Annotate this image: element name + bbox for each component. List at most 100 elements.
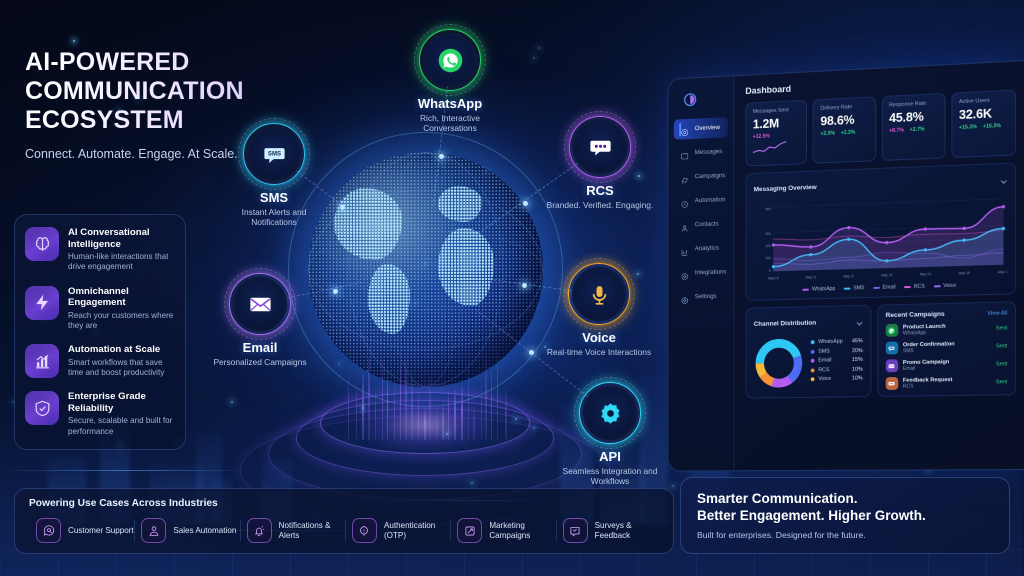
sidebar-item-integrations[interactable]: Integrations xyxy=(674,262,728,284)
campaign-row[interactable]: SMS Order Confirmation SMS Sent xyxy=(886,339,1008,354)
brain-icon xyxy=(25,227,59,261)
use-case-item[interactable]: Authentication (OTP) xyxy=(345,518,450,543)
kpi-value: 1.2M xyxy=(753,115,801,132)
sms-bubble-icon: SMS xyxy=(259,139,289,169)
distribution-color-dot xyxy=(811,350,815,354)
feature-item: Omnichannel Engagement Reach your custome… xyxy=(25,286,175,332)
distribution-color-dot xyxy=(811,359,815,363)
feature-title: AI Conversational Intelligence xyxy=(68,227,175,250)
svg-text:May 10: May 10 xyxy=(768,276,779,280)
channel-title: SMS xyxy=(218,190,330,205)
feature-item: Automation at Scale Smart workflows that … xyxy=(25,344,175,378)
app-logo-icon xyxy=(683,92,698,108)
use-case-row: Customer Support Sales Automation Notifica… xyxy=(29,518,661,543)
distribution-row: RCS 10% xyxy=(811,366,863,373)
feature-title: Automation at Scale xyxy=(68,344,175,356)
sidebar-item-overview[interactable]: Overview xyxy=(674,117,728,140)
messaging-overview-panel: Messaging Overview 0 100 200 300 500 May 10 Ma… xyxy=(745,162,1016,301)
sidebar-item-campaigns[interactable]: Campaigns xyxy=(674,165,728,187)
tagline-line-1: Smarter Communication. xyxy=(697,491,858,506)
view-all-link[interactable]: View All xyxy=(987,310,1007,316)
campaign-channel: WhatsApp xyxy=(903,328,991,336)
campaign-row[interactable]: Feedback Request RCS Sent xyxy=(886,375,1008,390)
svg-text:200: 200 xyxy=(765,244,770,248)
use-case-item[interactable]: Customer Support xyxy=(29,518,134,543)
whatsapp-icon xyxy=(886,324,898,337)
channel-node-voice[interactable]: Voice Real-time Voice Interactions xyxy=(543,267,655,357)
channel-node-rcs[interactable]: RCS Branded. Verified. Engaging. xyxy=(545,120,655,210)
poster-canvas: AI-POWERED COMMUNICATION ECOSYSTEM Conne… xyxy=(0,0,1024,576)
messages-icon xyxy=(680,148,689,158)
svg-text:0: 0 xyxy=(769,269,771,273)
legend-swatch xyxy=(873,287,880,289)
svg-text:May 11: May 11 xyxy=(806,275,817,279)
sidebar-item-label: Integrations xyxy=(695,269,727,277)
kpi-label: Messages Sent xyxy=(753,107,801,115)
sidebar-item-label: Automation xyxy=(695,196,726,204)
channel-node-email[interactable]: Email Personalized Campaigns xyxy=(205,277,315,367)
dashboard-content: Dashboard Last 7 Days Messages Sent1.2M+… xyxy=(734,61,1024,470)
envelope-icon xyxy=(245,289,275,319)
feature-title: Omnichannel Engagement xyxy=(68,286,175,309)
use-case-item[interactable]: Surveys & Feedback xyxy=(556,518,661,543)
authentication-otp-icon xyxy=(352,518,377,543)
legend-swatch xyxy=(844,288,851,290)
sidebar-item-contacts[interactable]: Contacts xyxy=(674,214,728,236)
legend-item[interactable]: WhatsApp xyxy=(802,286,835,293)
link-dot xyxy=(439,154,444,159)
use-case-label: Customer Support xyxy=(68,526,134,536)
spark-particle xyxy=(672,485,674,487)
sidebar-item-messages[interactable]: Messages xyxy=(674,141,728,164)
channel-node-sms[interactable]: SMS SMS Instant Alerts and Notifications xyxy=(218,127,330,228)
whatsapp-icon xyxy=(435,45,465,75)
donut-chart xyxy=(754,337,804,390)
kpi-delta: +2.3% +2.3% xyxy=(820,129,869,137)
messaging-line-chart: 0 100 200 300 500 May 10 May 11 May 12 May 13 May… xyxy=(754,193,1007,286)
page-title: AI-POWERED COMMUNICATION ECOSYSTEM xyxy=(25,48,295,135)
channel-subtitle: Real-time Voice Interactions xyxy=(543,347,655,357)
kpi-value: 32.6K xyxy=(959,105,1009,122)
settings-icon xyxy=(680,292,689,302)
legend-item[interactable]: Email xyxy=(873,284,895,290)
sidebar-item-label: Contacts xyxy=(695,221,719,229)
use-case-item[interactable]: Sales Automation xyxy=(134,518,239,543)
svg-text:100: 100 xyxy=(765,256,770,260)
legend-item[interactable]: RCS xyxy=(904,284,925,290)
kpi-label: Delivery Rate xyxy=(820,104,869,112)
envelope-icon xyxy=(886,359,898,372)
kpi-delta-secondary: +2.7% xyxy=(910,127,925,134)
rcs-chat-icon xyxy=(886,377,898,390)
legend-item[interactable]: SMS xyxy=(844,285,865,291)
campaign-status: Sent xyxy=(996,343,1007,349)
sidebar-item-analytics[interactable]: Analytics xyxy=(674,238,728,260)
campaign-row[interactable]: Product Launch WhatsApp Sent xyxy=(886,321,1008,336)
legend-label: Voice xyxy=(943,283,956,289)
sidebar-item-settings[interactable]: Settings xyxy=(674,286,728,308)
campaign-status: Sent xyxy=(996,325,1007,331)
kpi-card: Response Rate 45.8% +8.7% +2.7% xyxy=(881,93,945,161)
use-case-item[interactable]: Notifications & Alerts xyxy=(240,518,345,543)
channel-node-circle xyxy=(572,267,626,321)
channel-subtitle: Instant Alerts and Notifications xyxy=(218,207,330,228)
feature-item: Enterprise Grade Reliability Secure, scal… xyxy=(25,391,175,437)
feature-desc: Human-like interactions that drive engag… xyxy=(68,252,175,272)
panel-collapse-icon[interactable] xyxy=(1000,171,1007,189)
campaign-row[interactable]: Promo Campaign Email Sent xyxy=(886,357,1008,372)
feature-item: AI Conversational Intelligence Human-like… xyxy=(25,227,175,273)
chevron-down-icon[interactable] xyxy=(856,313,863,331)
recent-campaigns-header: Recent Campaigns View All xyxy=(886,309,1008,319)
use-case-item[interactable]: Marketing Campaigns xyxy=(450,518,555,543)
channel-node-api[interactable]: API Seamless Integration and Workflows xyxy=(548,386,672,487)
legend-label: Email xyxy=(883,284,896,290)
gear-flower-icon xyxy=(595,398,625,428)
kpi-card: Active Users 32.6K +15.3% +15.3% xyxy=(951,89,1016,158)
kpi-sparkline xyxy=(753,141,787,154)
legend-item[interactable]: Voice xyxy=(934,283,957,290)
customer-support-icon xyxy=(36,518,61,543)
use-case-label: Authentication (OTP) xyxy=(384,521,450,541)
channel-node-whatsapp[interactable]: WhatsApp Rich, Interactive Conversations xyxy=(395,33,505,134)
sidebar-item-automation[interactable]: Automation xyxy=(674,189,728,211)
feature-desc: Smart workflows that save time and boost… xyxy=(68,358,175,378)
svg-text:May 15: May 15 xyxy=(959,271,970,275)
svg-text:300: 300 xyxy=(765,232,770,236)
